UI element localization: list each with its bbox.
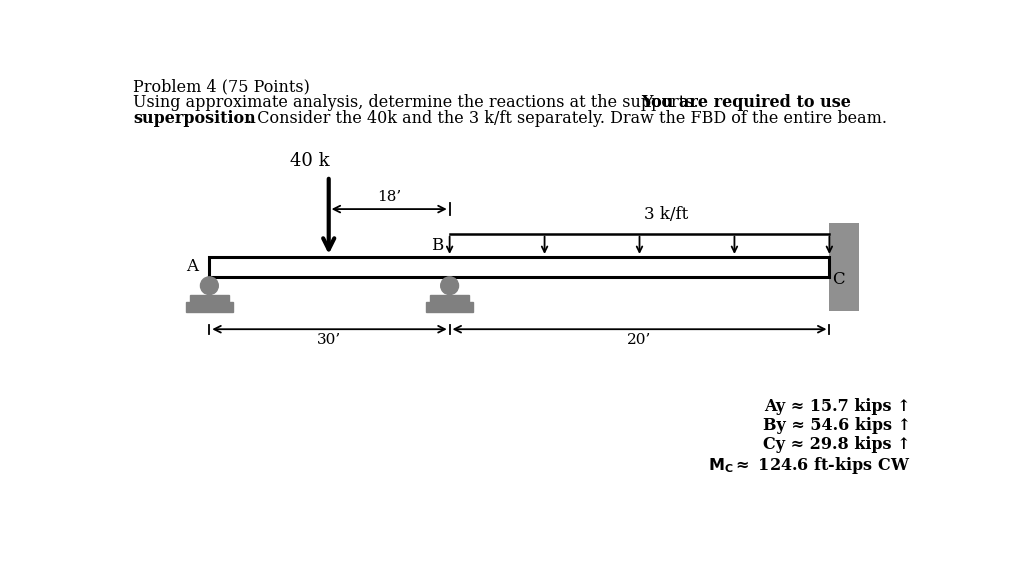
Bar bbox=[209, 257, 829, 277]
Text: 20’: 20’ bbox=[628, 333, 651, 347]
Circle shape bbox=[440, 277, 459, 295]
Text: Using approximate analysis, determine the reactions at the supports.: Using approximate analysis, determine th… bbox=[133, 94, 705, 110]
Text: . Consider the 40k and the 3 k/ft separately. Draw the FBD of the entire beam.: . Consider the 40k and the 3 k/ft separa… bbox=[247, 110, 887, 127]
Bar bbox=[190, 295, 228, 302]
Text: $\mathbf{M_C}$$\mathbf{\approx}$ 124.6 ft-kips CW: $\mathbf{M_C}$$\mathbf{\approx}$ 124.6 f… bbox=[709, 456, 910, 476]
Text: Problem 4 (75 Points): Problem 4 (75 Points) bbox=[133, 78, 310, 95]
Text: Ay ≈ 15.7 kips ↑: Ay ≈ 15.7 kips ↑ bbox=[764, 398, 910, 415]
Bar bbox=[186, 302, 232, 312]
Text: 3 k/ft: 3 k/ft bbox=[644, 206, 689, 223]
Text: B: B bbox=[431, 236, 443, 254]
Text: Cy ≈ 29.8 kips ↑: Cy ≈ 29.8 kips ↑ bbox=[763, 436, 910, 453]
Text: 18’: 18’ bbox=[377, 191, 401, 205]
Text: C: C bbox=[831, 271, 845, 288]
Text: 30’: 30’ bbox=[317, 333, 342, 347]
Text: You are required to use: You are required to use bbox=[641, 94, 851, 110]
Text: A: A bbox=[185, 259, 198, 275]
Text: 40 k: 40 k bbox=[290, 152, 329, 170]
Circle shape bbox=[201, 277, 218, 295]
Bar bbox=[829, 223, 859, 311]
Text: superposition: superposition bbox=[133, 110, 256, 127]
Text: By ≈ 54.6 kips ↑: By ≈ 54.6 kips ↑ bbox=[763, 417, 910, 434]
Bar bbox=[430, 295, 469, 302]
Bar bbox=[426, 302, 473, 312]
